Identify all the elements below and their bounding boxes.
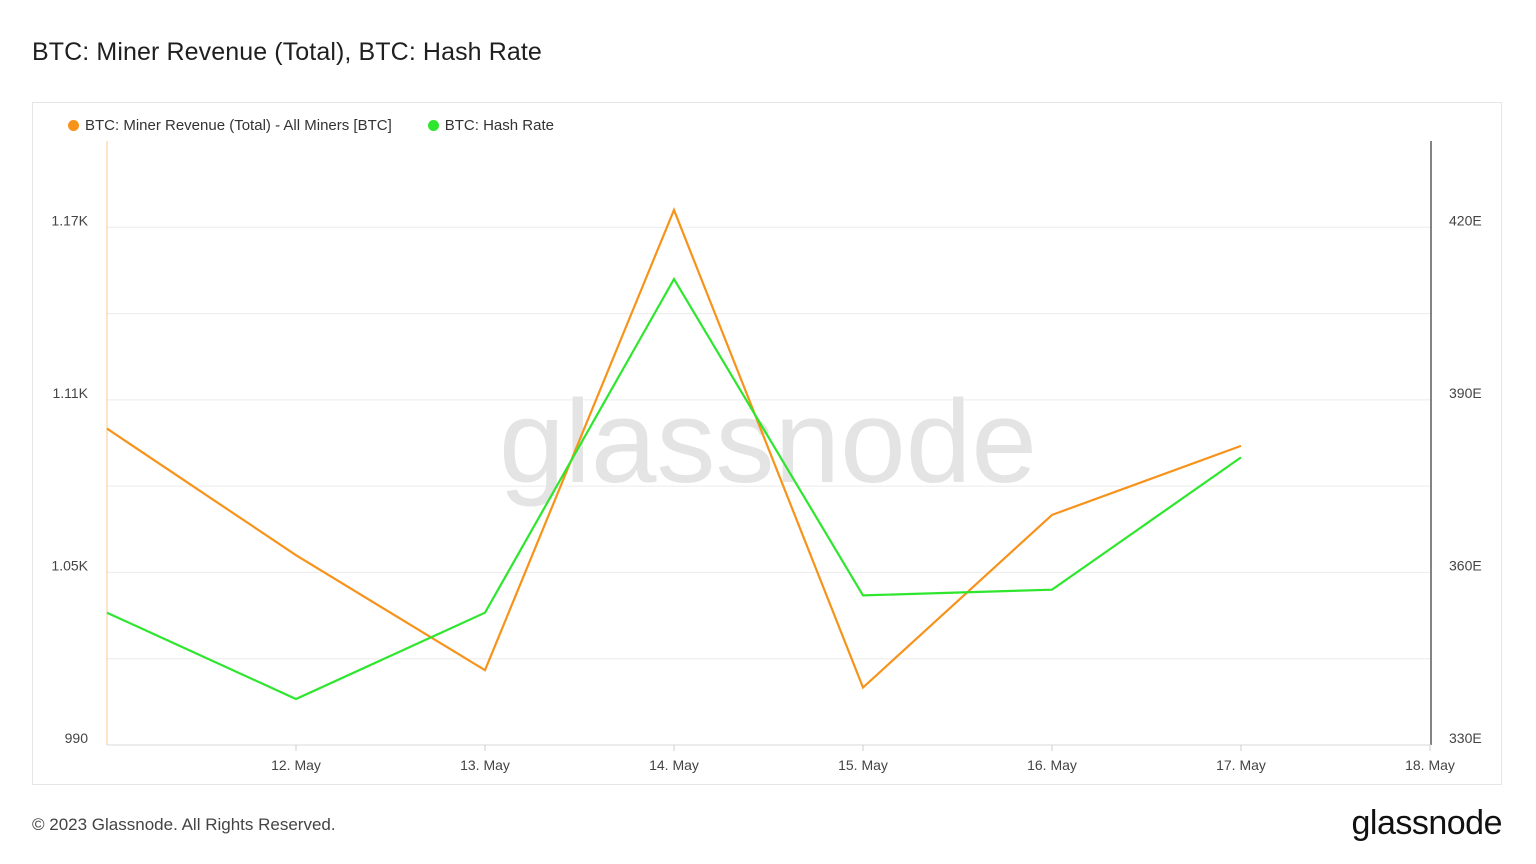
legend-label-hashrate: BTC: Hash Rate — [444, 117, 554, 134]
page-title: BTC: Miner Revenue (Total), BTC: Hash Ra… — [32, 38, 542, 66]
y-left-tick-label: 990 — [65, 730, 89, 746]
axes — [106, 141, 1432, 751]
series-lines — [106, 207, 1242, 701]
x-tick-label: 14. May — [649, 757, 699, 773]
y-right-tick-label: 330E — [1449, 730, 1482, 746]
y-left-tick-label: 1.17K — [51, 212, 88, 228]
tick-labels: 12. May 13. May 14. May 15. May 16. May 17. M… — [51, 212, 1481, 773]
legend-dot-revenue — [68, 120, 79, 131]
grid-lines — [107, 226, 1431, 660]
legend-item-hashrate[interactable]: BTC: Hash Rate — [427, 117, 554, 134]
watermark: glassnode — [499, 376, 1037, 508]
revenue-line[interactable] — [106, 207, 1242, 690]
x-tick-label: 13. May — [460, 757, 510, 773]
hashrate-line[interactable] — [106, 276, 1242, 701]
legend-label-revenue: BTC: Miner Revenue (Total) - All Miners … — [85, 117, 392, 134]
y-left-tick-label: 1.05K — [51, 557, 88, 573]
copyright-notice: © 2023 Glassnode. All Rights Reserved. — [32, 815, 336, 834]
x-tick-label: 12. May — [271, 757, 321, 773]
legend-dot-hashrate — [427, 120, 439, 131]
y-right-tick-label: 360E — [1449, 557, 1482, 573]
x-tick-label: 18. May — [1405, 757, 1455, 773]
x-tick-label: 15. May — [838, 757, 888, 773]
y-left-tick-label: 1.11K — [52, 385, 88, 401]
glassnode-logo[interactable]: glassnode — [1351, 804, 1502, 842]
y-right-tick-label: 420E — [1449, 212, 1482, 228]
x-tick-label: 17. May — [1216, 757, 1266, 773]
x-tick-label: 16. May — [1027, 757, 1077, 773]
y-right-tick-label: 390E — [1449, 385, 1482, 401]
chart-frame — [32, 102, 1502, 785]
legend: BTC: Miner Revenue (Total) - All Miners … — [68, 117, 554, 134]
legend-item-revenue[interactable]: BTC: Miner Revenue (Total) - All Miners … — [68, 117, 392, 134]
